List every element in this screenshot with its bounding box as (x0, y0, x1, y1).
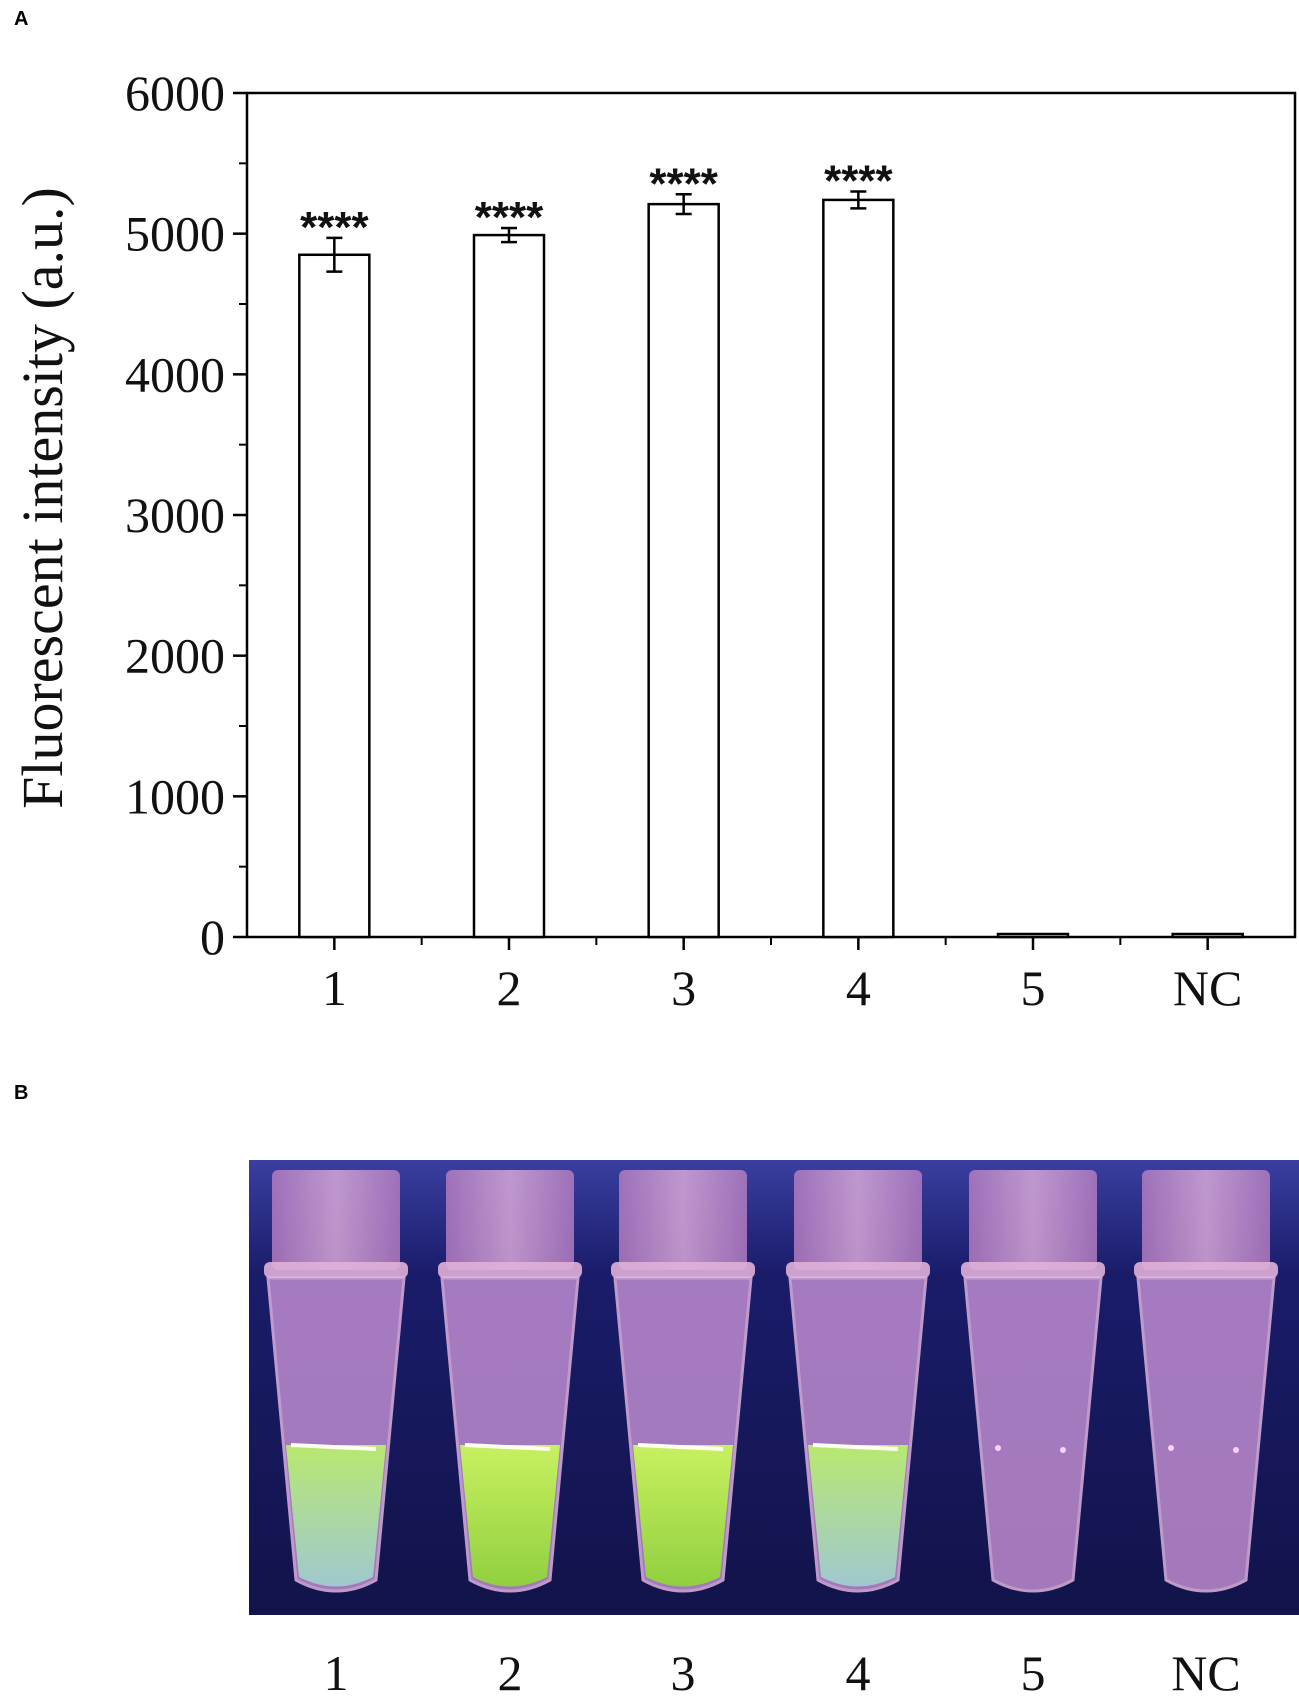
fluorescent-liquid (633, 1445, 733, 1587)
y-tick-label: 5000 (125, 206, 225, 262)
tube (961, 1170, 1105, 1593)
y-tick-label: 0 (200, 909, 225, 965)
tube-upper-body (619, 1170, 747, 1270)
tube-body (1136, 1276, 1276, 1593)
tube (786, 1170, 930, 1593)
tube (611, 1170, 755, 1593)
y-tick-label: 1000 (125, 768, 225, 824)
fluorescent-liquid (460, 1445, 560, 1587)
meniscus-highlight (290, 1443, 377, 1451)
x-tick-label: 3 (671, 960, 696, 1016)
significance-label: **** (300, 203, 369, 252)
bar (472, 233, 546, 939)
meniscus-highlight (637, 1443, 724, 1451)
tube-label: 5 (1021, 1645, 1046, 1698)
x-tick-label: NC (1173, 960, 1242, 1016)
bar-chart: 0 1000 2000 3000 4000 5000 6000 1 **** 2 **** 3 ****… (10, 65, 1297, 1016)
bar (647, 202, 720, 939)
tube (264, 1170, 408, 1593)
droplet (1168, 1445, 1174, 1451)
tube-rim (611, 1262, 755, 1278)
tube-label: 2 (498, 1645, 523, 1698)
tube-rim (786, 1262, 930, 1278)
tube-rim (438, 1262, 582, 1278)
chart-plot-area: 0 1000 2000 3000 4000 5000 6000 1 **** 2 **** 3 ****… (125, 65, 1297, 1016)
tube (438, 1170, 582, 1593)
significance-label: **** (649, 159, 718, 208)
y-tick-label: 6000 (125, 65, 225, 121)
tube-label: 1 (324, 1645, 349, 1698)
photo-background (249, 1160, 1299, 1615)
y-tick-label: 4000 (125, 346, 225, 402)
tube-upper-body (272, 1170, 400, 1270)
tube-upper-body (969, 1170, 1097, 1270)
y-tick-label: 2000 (125, 628, 225, 684)
significance-label: **** (475, 193, 544, 242)
tube-label-row: 1 2 3 4 5 NC (324, 1645, 1241, 1698)
tube-rim (961, 1262, 1105, 1278)
tube-label: 4 (846, 1645, 871, 1698)
tube-upper-body (446, 1170, 574, 1270)
tube-rim (264, 1262, 408, 1278)
bar (298, 253, 371, 939)
droplet (1233, 1447, 1239, 1453)
y-axis-label: Fluorescent intensity (a.u.) (10, 187, 75, 809)
significance-label: **** (824, 156, 893, 205)
droplet (1060, 1447, 1066, 1453)
tube-upper-body (1142, 1170, 1270, 1270)
fluorescent-liquid (808, 1445, 908, 1587)
fluorescent-liquid (286, 1445, 386, 1587)
bar (996, 932, 1070, 939)
tube-body (963, 1276, 1103, 1593)
x-tick-label: 2 (497, 960, 522, 1016)
meniscus-highlight (812, 1443, 899, 1451)
tube-rim (1134, 1262, 1278, 1278)
x-tick-label: 1 (322, 960, 347, 1016)
tube-row (264, 1170, 1278, 1593)
x-tick-label: 4 (846, 960, 871, 1016)
y-tick-label: 3000 (125, 487, 225, 543)
panel-b-label: B (14, 1082, 29, 1104)
bar (1171, 932, 1244, 939)
meniscus-highlight (464, 1443, 551, 1451)
tube-label: 3 (671, 1645, 696, 1698)
droplet (995, 1445, 1001, 1451)
panel-a-label: A (14, 8, 29, 30)
x-tick-label: 5 (1021, 960, 1046, 1016)
tube (1134, 1170, 1278, 1593)
tube-label: NC (1171, 1645, 1240, 1698)
tube-upper-body (794, 1170, 922, 1270)
